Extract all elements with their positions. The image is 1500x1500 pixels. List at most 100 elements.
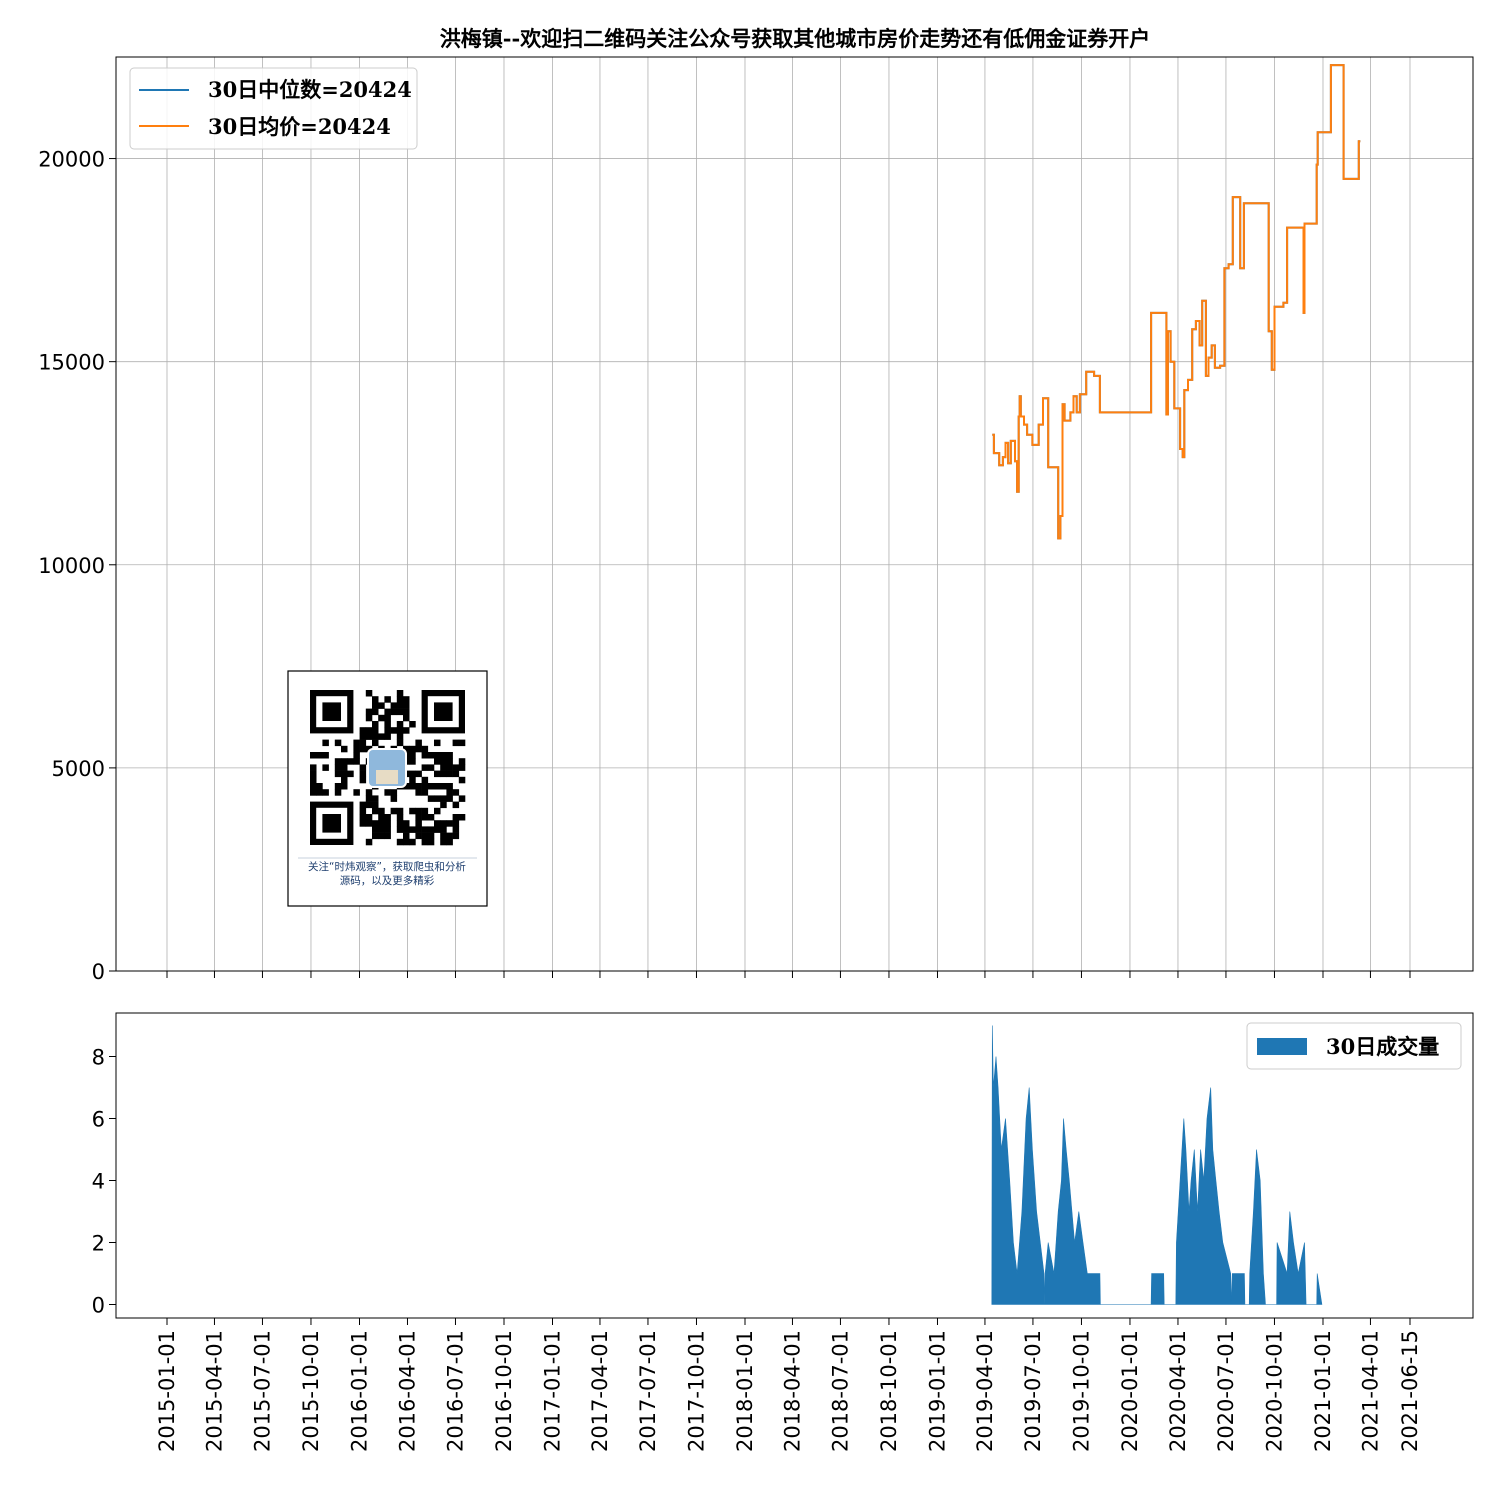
qr-module	[353, 739, 360, 747]
y-tick-label: 20000	[38, 148, 105, 172]
qr-module	[415, 820, 422, 827]
qr-module	[341, 764, 348, 771]
x-tick-label: 2021-01-01	[1311, 1330, 1335, 1452]
qr-module	[452, 820, 460, 827]
x-tick-label: 2021-06-15	[1398, 1330, 1422, 1452]
y-tick-label: 15000	[38, 351, 105, 375]
qr-module	[452, 832, 460, 840]
qr-module	[372, 721, 379, 728]
qr-module	[334, 758, 342, 765]
qr-module	[446, 789, 453, 796]
qr-module	[427, 752, 435, 759]
x-tick-label: 2016-04-01	[396, 1330, 420, 1452]
qr-module	[403, 702, 410, 709]
qr-module	[372, 696, 379, 703]
x-tick-label: 2017-10-01	[685, 1330, 709, 1452]
qr-module	[409, 758, 416, 765]
qr-module	[415, 739, 422, 747]
qr-module	[384, 714, 391, 722]
qr-module	[434, 795, 441, 802]
qr-module	[365, 714, 373, 722]
qr-module	[396, 820, 404, 827]
qr-module	[390, 789, 398, 796]
qr-module	[446, 820, 453, 827]
qr-module	[396, 690, 404, 697]
volume-area	[991, 1025, 1323, 1305]
qr-module	[372, 708, 379, 716]
volume-x-axis: 2015-01-01 2015-04-01 2015-07-01 2015-10-01…	[155, 1318, 1422, 1452]
qr-module	[452, 770, 460, 778]
qr-module	[316, 783, 323, 790]
qr-module	[415, 783, 422, 790]
qr-caption-line-1: 关注“时炜观察”，获取爬虫和分析	[308, 860, 466, 873]
x-tick-label: 2017-01-01	[541, 1330, 565, 1452]
x-tick-label: 2021-04-01	[1358, 1330, 1382, 1452]
qr-module	[421, 838, 429, 846]
qr-module	[440, 770, 447, 778]
qr-module	[434, 807, 441, 815]
qr-caption-line-2: 源码，以及更多精彩	[340, 874, 435, 887]
qr-module	[390, 807, 398, 815]
price-x-ticks	[166, 971, 1411, 978]
qr-module	[378, 832, 385, 840]
qr-module	[427, 764, 435, 771]
x-tick-label: 2015-01-01	[155, 1330, 179, 1452]
qr-module	[446, 783, 453, 790]
qr-module	[322, 764, 329, 771]
qr-module	[316, 789, 323, 796]
qr-module	[372, 801, 379, 809]
x-tick-label: 2017-07-01	[636, 1330, 660, 1452]
qr-module	[415, 807, 422, 815]
qr-module	[359, 801, 367, 809]
qr-module	[415, 745, 422, 753]
qr-module	[378, 733, 385, 740]
qr-module	[452, 739, 460, 747]
qr-module	[403, 832, 410, 840]
qr-module	[334, 783, 342, 790]
qr-module	[372, 826, 379, 833]
qr-module	[334, 789, 342, 796]
x-tick-label: 2020-01-01	[1118, 1330, 1142, 1452]
qr-module	[365, 795, 373, 802]
qr-module	[372, 739, 379, 747]
qr-module	[378, 814, 385, 821]
qr-module	[353, 758, 360, 765]
x-tick-label: 2018-10-01	[877, 1330, 901, 1452]
qr-module	[421, 783, 429, 790]
price-y-axis: 0 5000 10000 15000 20000	[38, 148, 116, 984]
qr-module	[372, 702, 379, 709]
qr-module	[365, 733, 373, 740]
x-tick-label: 2016-10-01	[492, 1330, 516, 1452]
x-tick-label: 2015-07-01	[251, 1330, 275, 1452]
qr-module	[446, 764, 453, 771]
qr-module	[403, 838, 410, 846]
qr-module	[372, 820, 379, 827]
qr-module	[322, 752, 329, 759]
qr-module	[359, 733, 367, 740]
mean-series-line	[992, 64, 1361, 540]
qr-module	[421, 776, 429, 784]
qr-module	[434, 826, 441, 833]
qr-module	[427, 832, 435, 840]
qr-module	[378, 714, 385, 722]
qr-module	[440, 795, 447, 802]
qr-module	[390, 727, 398, 734]
qr-module	[403, 696, 410, 703]
qr-module	[440, 820, 447, 827]
qr-module	[396, 727, 404, 734]
qr-module	[452, 801, 460, 809]
qr-module	[384, 789, 391, 796]
qr-module	[434, 752, 441, 759]
qr-module	[310, 764, 317, 771]
qr-module	[403, 745, 410, 753]
qr-finder	[434, 702, 453, 721]
qr-module	[384, 696, 391, 703]
y-tick-label: 8	[92, 1046, 105, 1070]
qr-module	[421, 752, 429, 759]
qr-module	[396, 733, 404, 740]
qr-module	[322, 789, 329, 796]
volume-legend: 30日成交量	[1246, 1022, 1462, 1070]
x-tick-label: 2016-07-01	[444, 1330, 468, 1452]
x-tick-label: 2020-04-01	[1166, 1330, 1190, 1452]
qr-module	[365, 745, 373, 753]
